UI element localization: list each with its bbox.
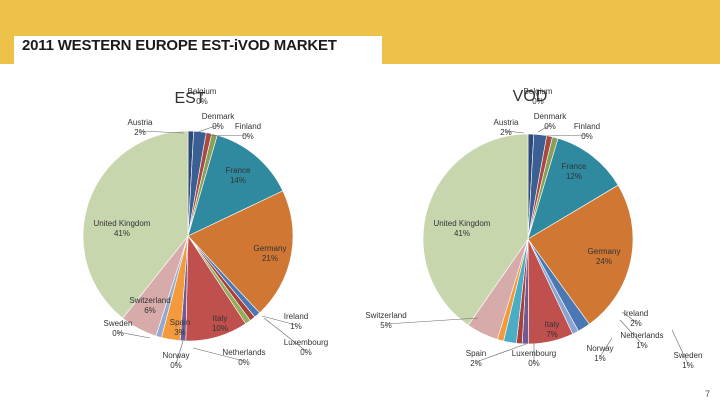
pie-slice-united-kingdom <box>82 130 189 319</box>
leader-line-norway <box>599 337 613 358</box>
slice-label-norway: Norway 0% <box>162 351 189 370</box>
leader-line-sweden <box>671 329 689 365</box>
page-number: 7 <box>704 389 710 399</box>
slice-label-switzerland: Switzerland 6% <box>129 296 170 315</box>
leader-line-denmark <box>537 124 551 133</box>
slice-label-united-kingdom: United Kingdom 41% <box>94 219 151 238</box>
leader-line-ireland <box>261 315 297 326</box>
chart-title-est: EST <box>174 90 205 107</box>
pie-slice-france <box>527 138 619 240</box>
slice-label-france: France 14% <box>226 166 251 185</box>
slice-label-denmark: Denmark 0% <box>534 112 567 131</box>
leader-line-finland <box>543 134 588 137</box>
leader-line-austria <box>505 130 525 134</box>
pie-slice-france <box>187 134 284 237</box>
slice-label-finland: Finland 0% <box>235 122 261 141</box>
slice-label-germany: Germany 21% <box>254 244 287 263</box>
slice-label-sweden: Sweden 0% <box>104 319 133 338</box>
page-title: 2011 WESTERN EUROPE EST-iVOD MARKET <box>22 37 337 54</box>
slice-label-belgium: Belgium 0% <box>188 87 217 106</box>
leader-line-netherlands <box>192 347 245 362</box>
leader-line-belgium <box>537 97 541 101</box>
leader-line-switzerland <box>385 317 479 325</box>
slice-label-italy: Italy 7% <box>545 320 560 339</box>
slice-label-finland: Finland 0% <box>574 122 600 141</box>
leader-line-belgium <box>199 97 203 101</box>
leader-line-austria <box>139 130 185 134</box>
slice-label-denmark: Denmark 0% <box>202 112 235 131</box>
pie-slice-united-kingdom <box>422 133 529 326</box>
leader-line-denmark <box>197 124 219 133</box>
leader-line-netherlands <box>619 319 643 345</box>
slice-label-luxembourg: Luxembourg 0% <box>512 349 556 368</box>
slice-label-spain: Spain 3% <box>170 318 190 337</box>
slice-label-sweden: Sweden 1% <box>674 351 703 370</box>
chart-title-vod: VOD <box>513 88 548 105</box>
slice-label-united-kingdom: United Kingdom 41% <box>434 219 491 238</box>
leader-line-luxembourg <box>263 317 307 352</box>
slice-label-italy: Italy 10% <box>212 314 228 333</box>
slice-label-austria: Austria 2% <box>494 118 519 137</box>
pie-slice-germany <box>187 190 294 314</box>
leader-line-spain <box>475 343 527 363</box>
slice-label-norway: Norway 1% <box>586 344 613 363</box>
slice-label-austria: Austria 2% <box>128 118 153 137</box>
leader-line-finland <box>203 134 249 137</box>
slice-label-netherlands: Netherlands 0% <box>222 348 265 367</box>
title-bar <box>14 36 382 64</box>
slice-label-ireland: Ireland 1% <box>284 312 308 331</box>
pie-slice-germany <box>527 184 634 325</box>
leader-line-norway <box>175 340 184 365</box>
slice-label-ireland: Ireland 2% <box>624 309 648 328</box>
slice-label-switzerland: Switzerland 5% <box>365 311 406 330</box>
slice-label-belgium: Belgium 0% <box>524 87 553 106</box>
leader-line-ireland <box>621 311 637 323</box>
leader-line-sweden <box>117 331 151 339</box>
slice-label-netherlands: Netherlands 1% <box>620 331 663 350</box>
slice-label-france: France 12% <box>562 162 587 181</box>
slice-label-spain: Spain 2% <box>466 349 486 368</box>
slice-label-luxembourg: Luxembourg 0% <box>284 338 328 357</box>
slice-label-germany: Germany 24% <box>588 247 621 266</box>
